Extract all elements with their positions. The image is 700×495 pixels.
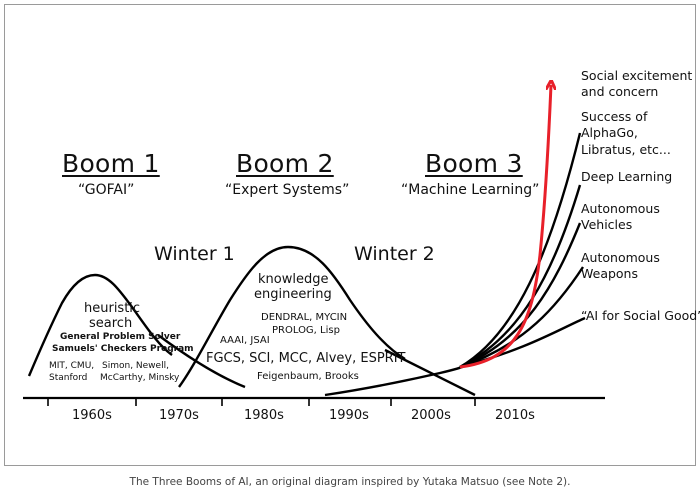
boom1-gps: General Problem Solver xyxy=(60,332,181,342)
boom3-base-curve xyxy=(324,363,468,397)
boom3-subtitle: “Machine Learning” xyxy=(401,182,540,198)
boom2-dendral: DENDRAL, MYCIN xyxy=(261,312,348,323)
boom1-samuels: Samuels' Checkers Program xyxy=(52,344,194,354)
axis-label-2010s: 2010s xyxy=(495,408,535,423)
boom1-stanford: Stanford xyxy=(49,373,88,383)
winter1-label: Winter 1 xyxy=(154,243,235,265)
social-excitement-arrow xyxy=(459,85,551,369)
diagram-frame: Boom 1 “GOFAI” Boom 2 “Expert Systems” B… xyxy=(4,4,700,466)
boom3-title: Boom 3 xyxy=(425,149,523,178)
axis-label-1960s: 1960s xyxy=(72,408,112,423)
three-booms-diagram xyxy=(23,5,605,406)
axis-label-1980s: 1980s xyxy=(244,408,284,423)
annotation-autonomous-weapons: Autonomous Weapons xyxy=(581,250,660,282)
boom1-search: search xyxy=(89,316,133,331)
annotation-ai-social-good: “AI for Social Good”? xyxy=(581,308,700,323)
boom2-subtitle: “Expert Systems” xyxy=(225,182,350,198)
boom1-people2: McCarthy, Minsky xyxy=(100,373,180,383)
annotation-social-excitement: Social excitement and concern xyxy=(581,68,693,100)
boom2-feigenbaum: Feigenbaum, Brooks xyxy=(257,371,359,382)
curve-autonomous-weapons xyxy=(459,266,585,369)
curve-alphago xyxy=(459,132,582,369)
boom2-prolog: PROLOG, Lisp xyxy=(272,325,340,336)
boom1-subtitle: “GOFAI” xyxy=(78,182,135,198)
boom2-knowledge: knowledge xyxy=(258,272,329,287)
boom2-title: Boom 2 xyxy=(236,149,334,178)
curve-deep-learning xyxy=(459,184,582,369)
boom1-heuristic: heuristic xyxy=(84,301,141,316)
winter2-label: Winter 2 xyxy=(354,243,435,265)
axis-tick-marks xyxy=(47,398,476,406)
boom1-mit: MIT, CMU, xyxy=(49,361,95,371)
axis-label-1970s: 1970s xyxy=(159,408,199,423)
winter1-decline xyxy=(157,334,246,389)
boom1-title: Boom 1 xyxy=(62,149,160,178)
boom2-fgcs: FGCS, SCI, MCC, Alvey, ESPRIT xyxy=(206,351,406,366)
boom2-engineering: engineering xyxy=(254,287,332,302)
boom2-aaai: AAAI, JSAI xyxy=(220,335,270,346)
boom2-curve xyxy=(178,245,406,388)
annotation-alphago: Success of AlphaGo, Libratus, etc... xyxy=(581,109,671,157)
annotation-deep-learning: Deep Learning xyxy=(581,169,673,184)
winter2-decline xyxy=(384,348,476,397)
annotation-autonomous-vehicles: Autonomous Vehicles xyxy=(581,201,660,233)
curve-autonomous-vehicles xyxy=(459,222,582,369)
axis-label-2000s: 2000s xyxy=(411,408,451,423)
axis-label-1990s: 1990s xyxy=(329,408,369,423)
figure-caption: The Three Booms of AI, an original diagr… xyxy=(129,476,571,488)
boom1-curve xyxy=(27,273,173,377)
boom1-people1: Simon, Newell, xyxy=(102,361,169,371)
